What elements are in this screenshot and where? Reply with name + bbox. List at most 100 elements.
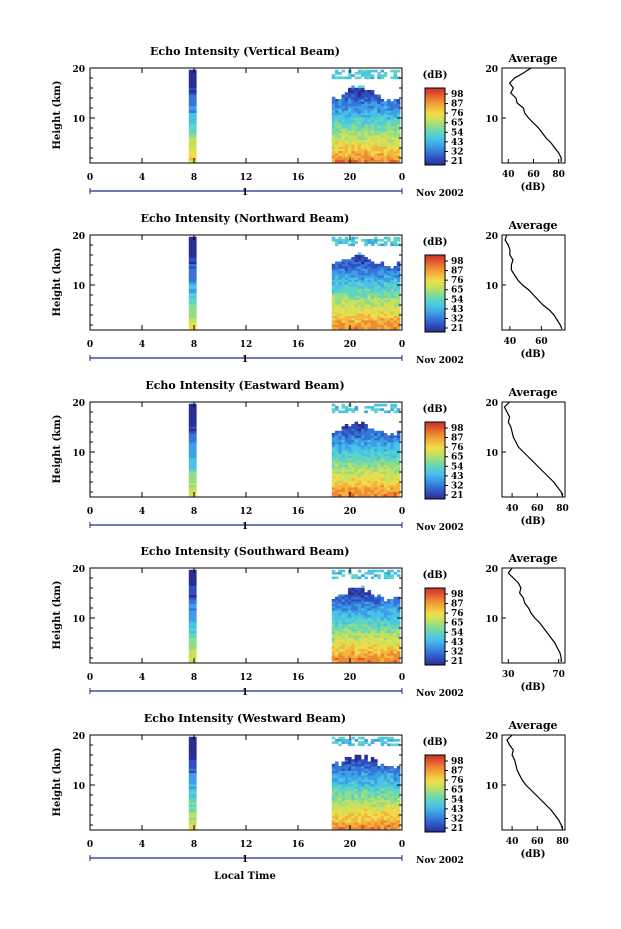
heatmap-cell (188, 322, 197, 325)
heatmap-cell (188, 69, 197, 73)
heatmap-cell (331, 108, 336, 111)
heatmap-cell (348, 435, 352, 438)
heatmap-cell (348, 439, 352, 443)
heatmap-cell (335, 632, 339, 636)
heatmap-cell (396, 626, 401, 629)
heatmap-cell (338, 648, 342, 652)
heatmap-cell (387, 442, 391, 445)
heatmap-cell (390, 612, 394, 616)
heatmap-cell (396, 322, 401, 325)
heatmap-cell (354, 241, 359, 244)
heatmap-cell (354, 315, 359, 319)
heatmap-cell (331, 478, 336, 481)
heatmap-cell (335, 453, 339, 456)
heatmap-cell (354, 826, 359, 830)
x-tick-label: 8 (191, 173, 197, 183)
colorbar (424, 87, 446, 166)
heatmap-cell (390, 489, 394, 492)
heatmap-cell (367, 779, 372, 783)
heatmap-cell (380, 781, 385, 785)
heatmap-cell (351, 637, 355, 640)
heatmap-cell (357, 621, 362, 625)
heatmap-cell (393, 802, 398, 805)
heatmap-cell (341, 594, 346, 598)
heatmap-cell (357, 473, 362, 477)
beam-panel: Echo Intensity (Vertical Beam)Height (km… (52, 45, 566, 199)
heatmap-cell (331, 484, 336, 488)
heatmap-cell (188, 99, 197, 102)
heatmap-cell (344, 610, 349, 613)
heatmap-cell (387, 304, 391, 307)
heatmap-cell (390, 623, 394, 627)
heatmap-cell (361, 272, 365, 276)
heatmap-cell (335, 268, 339, 271)
heatmap-cell (357, 281, 362, 285)
heatmap-cell (338, 157, 342, 161)
heatmap-cell (331, 646, 336, 649)
heatmap-cell (364, 779, 368, 783)
heatmap-cell (396, 320, 401, 323)
colorbar (424, 754, 446, 833)
heatmap-cell (370, 813, 375, 816)
heatmap-cell (348, 822, 352, 825)
heatmap-cell (364, 442, 368, 445)
heatmap-cell (383, 619, 388, 622)
heatmap-cell (331, 451, 336, 454)
heatmap-cell (354, 469, 359, 472)
heatmap-cell (354, 603, 359, 607)
heatmap-cell (393, 572, 398, 575)
heatmap-cell (383, 480, 388, 483)
heatmap-cell (387, 460, 391, 463)
heatmap-cell (338, 739, 342, 742)
heatmap-cell (380, 824, 385, 828)
heatmap-cell (341, 650, 346, 654)
heatmap-cell (331, 442, 336, 445)
heatmap-cell (344, 119, 349, 122)
heatmap-cell (387, 435, 391, 438)
heatmap-cell (370, 281, 375, 285)
x-tick-label: 8 (191, 507, 197, 517)
heatmap-cell (387, 110, 391, 113)
heatmap-cell (387, 657, 391, 661)
heatmap-cell (393, 612, 398, 616)
heatmap-cell (383, 466, 388, 470)
heatmap-cell (351, 811, 355, 814)
heatmap-cell (393, 743, 398, 747)
heatmap-cell (396, 105, 401, 109)
heatmap-cell (348, 601, 352, 604)
heatmap-cell (344, 130, 349, 134)
heatmap-cell (354, 775, 359, 778)
heatmap-cell (393, 410, 398, 414)
heatmap-cell (348, 808, 352, 812)
heatmap-cell (354, 437, 359, 441)
heatmap-cell (348, 623, 352, 627)
heatmap-cell (338, 263, 342, 267)
heatmap-cell (188, 653, 197, 656)
average-x-tick-label: 60 (531, 504, 544, 514)
heatmap-cell (188, 268, 197, 271)
heatmap-cell (396, 808, 401, 812)
heatmap-cell (396, 144, 401, 147)
heatmap-cell (188, 101, 197, 104)
heatmap-cell (351, 617, 355, 620)
heatmap-cell (344, 793, 349, 796)
heatmap-cell (331, 437, 336, 441)
heatmap-cell (377, 772, 381, 776)
heatmap-cell (387, 635, 391, 638)
heatmap-cell (338, 637, 342, 640)
heatmap-cell (348, 655, 352, 658)
heatmap-cell (374, 802, 378, 805)
heatmap-cell (361, 153, 365, 156)
heatmap-cell (361, 639, 365, 643)
colorbar-tick-label: 76 (451, 109, 464, 119)
heatmap-cell (377, 599, 381, 602)
heatmap-cell (380, 306, 385, 310)
heatmap-cell (344, 612, 349, 616)
heatmap-cell (348, 306, 352, 310)
average-y-tick-label: 20 (485, 65, 498, 75)
heatmap-cell (390, 121, 394, 125)
heatmap-cell (348, 594, 352, 598)
heatmap-cell (341, 326, 346, 330)
heatmap-cell (396, 306, 401, 310)
heatmap-cell (374, 739, 378, 742)
